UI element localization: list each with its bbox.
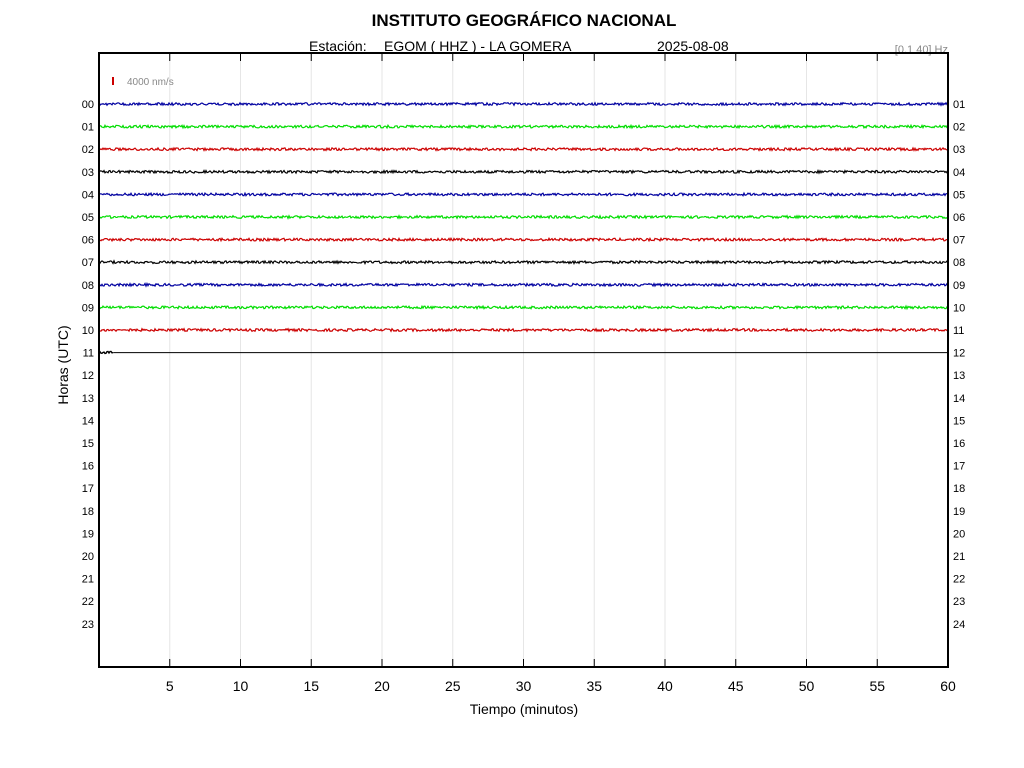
hour-label-left: 01 — [82, 122, 94, 134]
hour-label-left: 08 — [82, 280, 94, 292]
hour-label-right: 08 — [953, 257, 965, 269]
left-hour-labels: 00 01 02 03 04 05 06 07 08 09 10 11 12 13 14 15 16 17 18 19… — [82, 99, 94, 631]
station-prefix: Estación: — [309, 38, 367, 54]
hour-label-right: 09 — [953, 280, 965, 292]
hour-label-right: 18 — [953, 483, 965, 495]
x-tick-label: 35 — [586, 678, 602, 694]
hour-label-left: 09 — [82, 302, 94, 314]
trace-hour-07 — [98, 259, 949, 265]
hour-label-left: 22 — [82, 596, 94, 608]
hour-label-right: 24 — [953, 619, 965, 631]
hour-label-left: 07 — [82, 257, 94, 269]
grid-lines — [169, 53, 878, 667]
trace-hour-10 — [98, 327, 949, 333]
trace-hour-11 — [98, 350, 114, 355]
x-tick-label: 50 — [799, 678, 815, 694]
seismic-traces — [98, 101, 949, 355]
hour-label-left: 04 — [82, 189, 94, 201]
trace-hour-00 — [98, 101, 949, 107]
hour-label-right: 15 — [953, 415, 965, 427]
chart-date: 2025-08-08 — [657, 38, 729, 54]
trace-hour-06 — [98, 236, 949, 243]
y-axis-label: Horas (UTC) — [55, 325, 71, 404]
hour-label-left: 12 — [82, 370, 94, 382]
hour-label-left: 18 — [82, 506, 94, 518]
hour-label-right: 06 — [953, 212, 965, 224]
x-tick-label: 20 — [374, 678, 390, 694]
x-tick-label: 40 — [657, 678, 673, 694]
hour-label-right: 13 — [953, 370, 965, 382]
hour-label-right: 05 — [953, 189, 965, 201]
x-axis-ticks: 5 10 15 20 25 30 35 40 45 50 55 60 — [166, 53, 956, 694]
trace-hour-08 — [98, 281, 949, 288]
trace-hour-01 — [98, 123, 949, 130]
trace-hour-09 — [98, 304, 949, 311]
hour-label-right: 22 — [953, 574, 965, 586]
hour-label-left: 16 — [82, 461, 94, 473]
hour-label-right: 02 — [953, 122, 965, 134]
scale-bar — [112, 77, 114, 85]
hour-label-left: 10 — [82, 325, 94, 337]
trace-hour-05 — [98, 214, 949, 220]
hour-label-right: 16 — [953, 438, 965, 450]
hour-label-left: 17 — [82, 483, 94, 495]
hour-label-right: 10 — [953, 302, 965, 314]
hour-label-right: 17 — [953, 461, 965, 473]
hour-label-right: 21 — [953, 551, 965, 563]
trace-hour-02 — [98, 146, 949, 152]
station-name: EGOM ( HHZ ) - LA GOMERA — [384, 38, 572, 54]
hour-label-left: 21 — [82, 574, 94, 586]
trace-hour-03 — [98, 169, 949, 175]
x-tick-label: 10 — [233, 678, 249, 694]
hour-label-right: 11 — [953, 325, 964, 337]
hour-label-left: 06 — [82, 235, 94, 247]
hour-label-left: 20 — [82, 551, 94, 563]
hour-label-left: 05 — [82, 212, 94, 224]
x-tick-label: 45 — [728, 678, 744, 694]
x-tick-label: 30 — [516, 678, 532, 694]
hour-label-right: 12 — [953, 348, 965, 360]
right-hour-labels: 01 02 03 04 05 06 07 08 09 10 11 12 13 14 15 16 17 18 19 20… — [953, 99, 965, 631]
hour-label-left: 02 — [82, 144, 94, 156]
hour-label-left: 15 — [82, 438, 94, 450]
trace-hour-04 — [98, 191, 949, 198]
x-tick-label: 15 — [303, 678, 319, 694]
hour-label-left: 11 — [83, 348, 94, 360]
hour-label-right: 23 — [953, 596, 965, 608]
hour-label-right: 01 — [953, 99, 965, 111]
hour-label-right: 04 — [953, 167, 965, 179]
filter-band: [0.1 40] Hz — [895, 44, 948, 56]
x-tick-label: 25 — [445, 678, 461, 694]
hour-label-left: 00 — [82, 99, 94, 111]
hour-label-left: 14 — [82, 415, 94, 427]
scale-label: 4000 nm/s — [127, 77, 174, 88]
hour-label-left: 19 — [82, 528, 94, 540]
hour-label-left: 13 — [82, 393, 94, 405]
plot-frame — [98, 52, 949, 668]
hour-label-left: 03 — [82, 167, 94, 179]
hour-label-right: 14 — [953, 393, 965, 405]
x-axis-label: Tiempo (minutos) — [470, 701, 578, 717]
x-tick-label: 55 — [869, 678, 885, 694]
hour-label-right: 07 — [953, 235, 965, 247]
hour-label-right: 03 — [953, 144, 965, 156]
hour-label-right: 19 — [953, 506, 965, 518]
x-tick-label: 5 — [166, 678, 174, 694]
x-tick-label: 60 — [940, 678, 956, 694]
hour-label-right: 20 — [953, 528, 965, 540]
chart-title: INSTITUTO GEOGRÁFICO NACIONAL — [372, 11, 677, 30]
hour-label-left: 23 — [82, 619, 94, 631]
